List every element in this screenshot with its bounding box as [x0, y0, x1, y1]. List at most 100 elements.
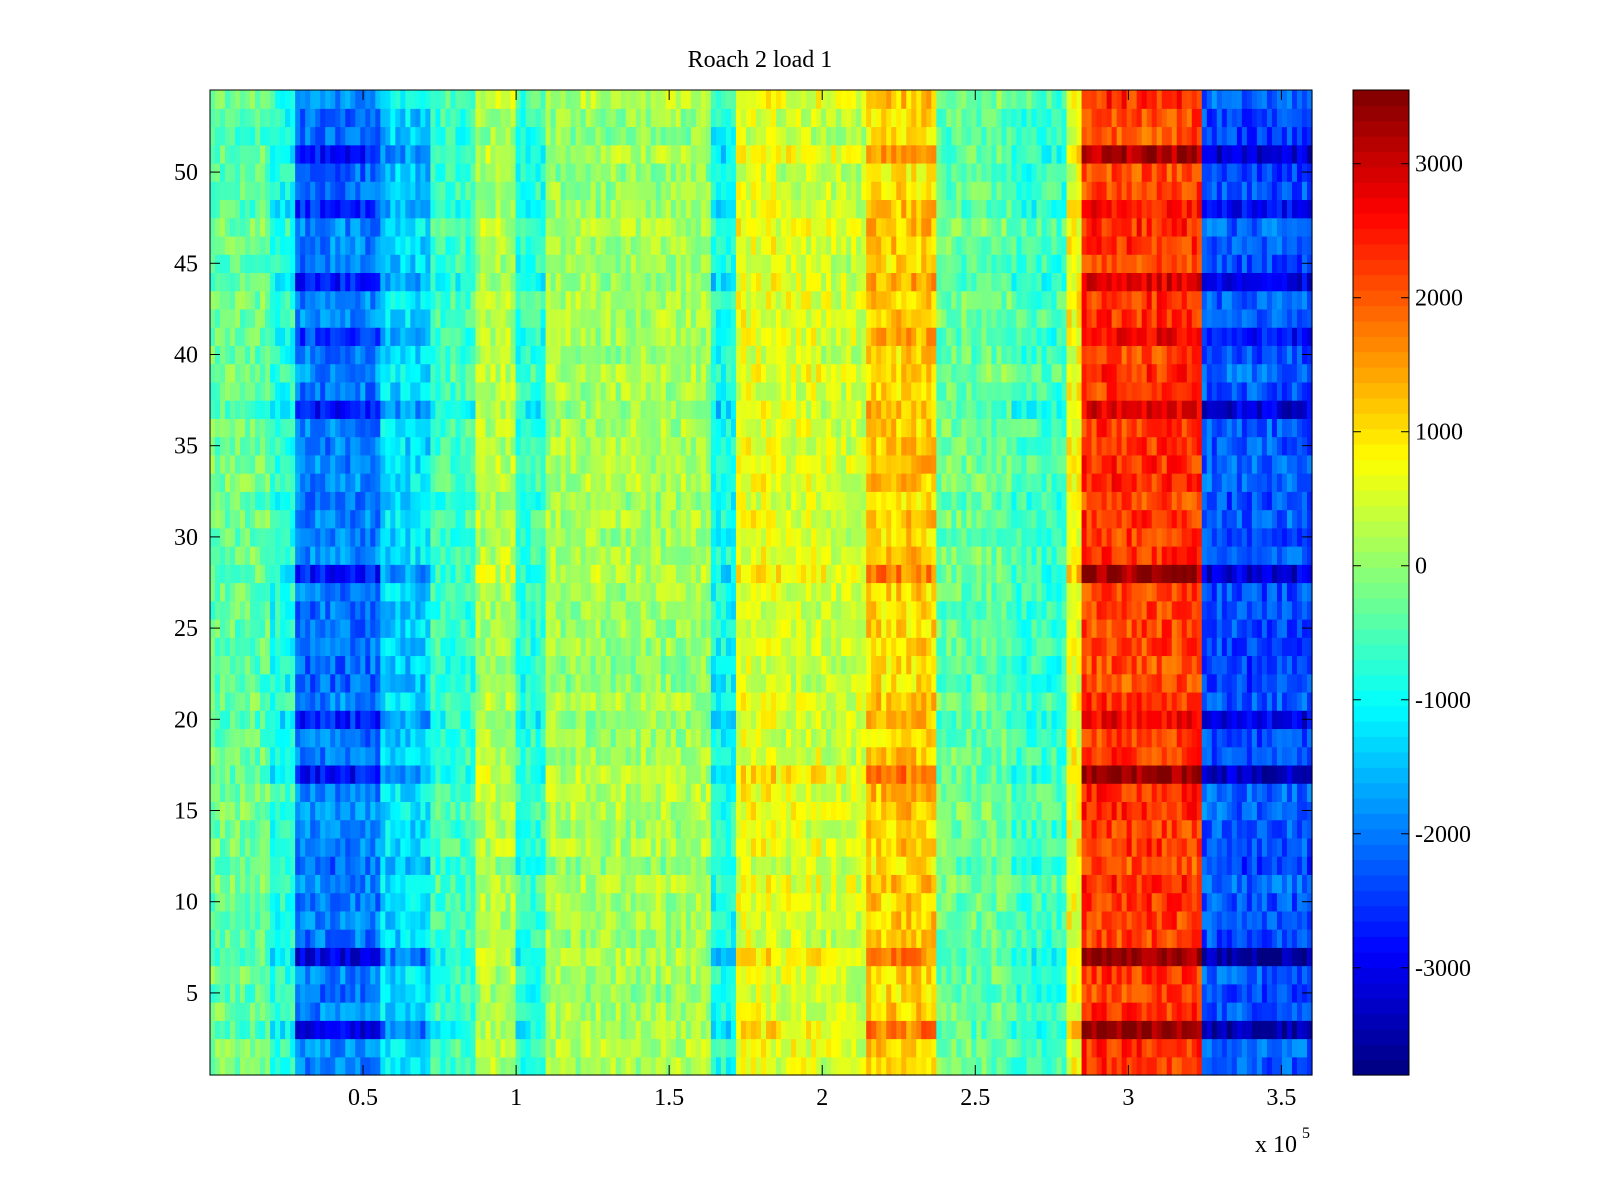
heatmap-cell [1261, 1038, 1268, 1058]
heatmap-cell [465, 801, 472, 821]
heatmap-cell [250, 673, 256, 693]
heatmap-cell [560, 710, 567, 730]
heatmap-cell [1016, 892, 1023, 912]
heatmap-cells [210, 90, 1313, 1076]
heatmap-cell [1266, 691, 1273, 711]
heatmap-cell [305, 837, 311, 857]
heatmap-cell [275, 983, 281, 1003]
heatmap-cell [781, 874, 787, 894]
heatmap-cell [325, 728, 331, 748]
heatmap-cell [831, 1002, 837, 1021]
heatmap-cell [220, 910, 226, 930]
heatmap-cell [901, 655, 907, 675]
heatmap-cell [1291, 910, 1298, 930]
heatmap-cell [961, 929, 967, 948]
heatmap-cell [340, 801, 346, 821]
heatmap-cell [1176, 837, 1183, 857]
heatmap-cell [1196, 1038, 1203, 1058]
heatmap-cell [700, 965, 707, 985]
heatmap-cell [1036, 673, 1043, 693]
heatmap-cell [1166, 947, 1173, 967]
heatmap-cell [710, 819, 717, 839]
heatmap-cell [1296, 819, 1303, 839]
heatmap-cell [786, 691, 792, 711]
heatmap-cell [916, 728, 922, 748]
heatmap-cell [1296, 1020, 1303, 1040]
heatmap-cell [725, 1020, 732, 1040]
heatmap-cell [1231, 728, 1238, 748]
heatmap-cell [1001, 874, 1008, 894]
heatmap-cell [645, 819, 652, 839]
heatmap-cell [886, 892, 892, 912]
heatmap-cell [796, 1038, 802, 1058]
heatmap-cell [625, 691, 632, 711]
heatmap-cell [745, 965, 752, 985]
heatmap-cell [1286, 819, 1293, 839]
heatmap-cell [1026, 746, 1033, 766]
heatmap-cell [615, 691, 622, 711]
heatmap-cell [595, 1020, 602, 1040]
heatmap-cell [570, 801, 577, 821]
heatmap-cell [450, 910, 457, 930]
heatmap-cell [1016, 856, 1023, 875]
heatmap-cell [685, 1020, 692, 1040]
heatmap-cell [265, 746, 271, 766]
heatmap-cell [956, 710, 962, 730]
heatmap-cell [635, 1038, 642, 1058]
heatmap-cell [911, 728, 917, 748]
heatmap-cell [1081, 965, 1088, 985]
heatmap-cell [811, 837, 817, 857]
heatmap-cell [490, 655, 497, 675]
heatmap-cell [1306, 856, 1313, 875]
heatmap-cell [831, 856, 837, 875]
heatmap-cell [1256, 819, 1263, 839]
heatmap-cell [635, 874, 642, 894]
heatmap-cell [1251, 783, 1258, 802]
heatmap-cell [1091, 1056, 1098, 1076]
heatmap-cell [1006, 673, 1013, 693]
heatmap-cell [841, 819, 847, 839]
heatmap-cell [220, 947, 226, 967]
heatmap-cell [365, 819, 371, 839]
heatmap-cell [325, 965, 331, 985]
heatmap-cell [1066, 710, 1073, 730]
heatmap-cell [640, 874, 647, 894]
heatmap-cell [1166, 1056, 1173, 1076]
heatmap-cell [470, 655, 477, 675]
heatmap-cell [1276, 983, 1283, 1003]
heatmap-cell [921, 910, 927, 930]
heatmap-cell [1196, 746, 1203, 766]
heatmap-cell [690, 947, 697, 967]
heatmap-cell [555, 764, 562, 784]
heatmap-cell [425, 764, 431, 784]
heatmap-cell [300, 947, 306, 967]
heatmap-cell [886, 856, 892, 875]
heatmap-cell [1071, 691, 1078, 711]
heatmap-cell [1266, 764, 1273, 784]
heatmap-cell [475, 856, 482, 875]
heatmap-cell [265, 910, 271, 930]
heatmap-cell [320, 910, 326, 930]
heatmap-cell [941, 655, 947, 675]
heatmap-cell [1236, 673, 1243, 693]
heatmap-cell [1286, 892, 1293, 912]
heatmap-cell [1141, 710, 1148, 730]
heatmap-cell [1281, 801, 1288, 821]
heatmap-cell [1246, 892, 1253, 912]
heatmap-cell [841, 691, 847, 711]
heatmap-cell [1181, 983, 1188, 1003]
heatmap-cell [475, 1038, 482, 1058]
heatmap-cell [801, 837, 807, 857]
heatmap-cell [525, 655, 532, 675]
heatmap-cell [460, 983, 467, 1003]
heatmap-cell [946, 1038, 952, 1058]
heatmap-cell [310, 947, 316, 967]
heatmap-cell [320, 728, 326, 748]
heatmap-cell [575, 929, 582, 948]
heatmap-cell [1131, 1056, 1138, 1076]
heatmap-cell [1271, 947, 1278, 967]
heatmap-cell [976, 783, 982, 802]
heatmap-cell [796, 874, 802, 894]
heatmap-cell [836, 710, 842, 730]
heatmap-cell [1096, 783, 1103, 802]
